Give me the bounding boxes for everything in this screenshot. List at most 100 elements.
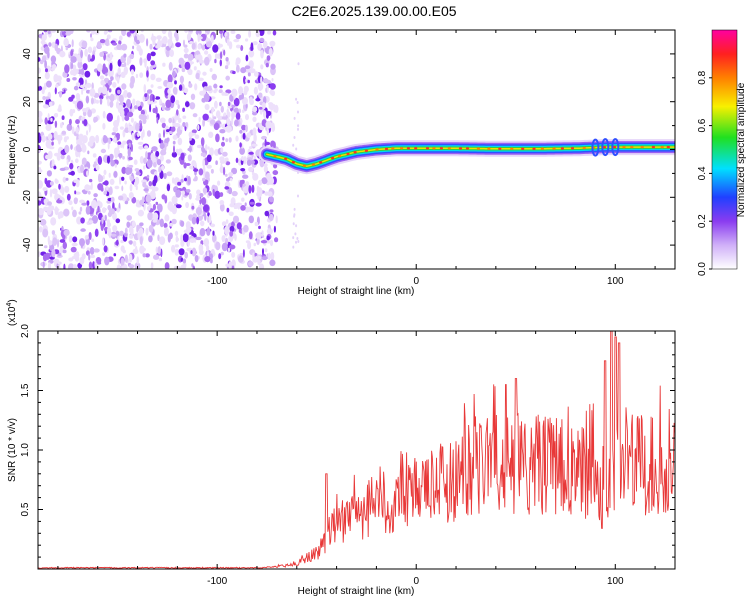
noise-speck xyxy=(171,244,176,253)
noise-speck xyxy=(155,150,160,157)
noise-speck xyxy=(174,80,177,85)
trace-burst xyxy=(611,138,620,157)
noise-speck xyxy=(74,191,81,195)
noise-speck xyxy=(72,236,78,243)
noise-speck xyxy=(38,200,42,206)
noise-speck xyxy=(258,187,263,197)
noise-speck xyxy=(126,92,132,99)
noise-speck xyxy=(250,42,254,52)
noise-speck xyxy=(167,201,173,211)
noise-speck xyxy=(89,247,95,255)
noise-speck xyxy=(65,30,72,35)
noise-speck xyxy=(53,131,58,140)
noise-speck xyxy=(175,204,182,209)
noise-speck xyxy=(121,185,124,192)
noise-speck xyxy=(244,202,247,207)
noise-speck xyxy=(256,185,260,193)
noise-speck xyxy=(122,140,125,149)
noise-speck xyxy=(68,257,74,262)
noise-speck xyxy=(118,40,122,45)
noise-speck xyxy=(54,120,58,128)
noise-speck xyxy=(108,138,111,145)
noise-speck xyxy=(235,135,239,142)
noise-speck xyxy=(79,206,83,212)
noise-speck xyxy=(62,249,67,254)
noise-speck xyxy=(56,134,63,142)
noise-speck xyxy=(204,256,211,263)
noise-speck xyxy=(135,100,141,107)
noise-speck xyxy=(268,227,270,234)
noise-speck xyxy=(248,215,254,224)
noise-speck xyxy=(121,83,127,90)
noise-speck xyxy=(172,140,176,145)
noise-speck xyxy=(49,188,53,198)
noise-speck xyxy=(128,225,134,234)
noise-speck xyxy=(166,183,171,192)
noise-speck xyxy=(72,68,77,76)
noise-speck xyxy=(206,154,212,163)
noise-speck xyxy=(219,200,225,205)
noise-speck xyxy=(242,249,245,258)
noise-speck xyxy=(121,43,128,51)
noise-speck xyxy=(54,178,58,184)
noise-speck xyxy=(175,99,180,106)
noise-speck xyxy=(94,260,97,268)
noise-speck xyxy=(125,98,132,108)
noise-speck xyxy=(243,89,248,96)
noise-speck xyxy=(90,58,94,62)
noise-speck xyxy=(100,222,104,231)
noise-speck xyxy=(63,39,69,47)
noise-speck xyxy=(119,230,124,237)
noise-speck xyxy=(145,253,150,258)
noise-speck xyxy=(274,104,279,114)
noise-speck xyxy=(229,203,235,208)
noise-speck xyxy=(112,212,117,221)
noise-speck xyxy=(59,167,66,171)
noise-speck xyxy=(270,88,273,96)
noise-speck xyxy=(71,39,74,48)
noise-speck xyxy=(297,240,300,243)
colorbar-tick-label: 0.2 xyxy=(697,214,708,228)
noise-speck xyxy=(158,166,162,173)
noise-speck xyxy=(148,181,153,187)
noise-speck xyxy=(51,159,55,167)
noise-speck xyxy=(51,249,56,258)
noise-speck xyxy=(90,97,94,105)
noise-speck xyxy=(105,72,108,77)
noise-speck xyxy=(192,265,195,269)
noise-speck xyxy=(214,100,218,109)
noise-speck xyxy=(187,53,194,61)
noise-speck xyxy=(201,197,207,206)
noise-speck xyxy=(124,254,128,263)
noise-speck xyxy=(180,220,185,227)
noise-speck xyxy=(102,110,106,119)
noise-speck xyxy=(95,164,100,171)
noise-speck xyxy=(209,119,216,125)
trace-peak xyxy=(273,155,277,158)
noise-speck xyxy=(185,201,190,209)
noise-speck xyxy=(225,138,229,143)
noise-speck xyxy=(222,151,228,157)
noise-speck xyxy=(109,100,114,108)
noise-speck xyxy=(124,115,130,121)
noise-speck xyxy=(98,175,104,183)
noise-speck xyxy=(237,255,244,263)
noise-speck xyxy=(193,168,199,172)
noise-speck xyxy=(63,229,70,236)
noise-speck xyxy=(146,89,153,94)
noise-speck xyxy=(203,93,210,102)
noise-speck xyxy=(107,98,110,107)
noise-speck xyxy=(134,168,140,172)
noise-speck xyxy=(138,145,144,150)
trace-peak xyxy=(660,145,664,149)
noise-speck xyxy=(238,86,244,96)
noise-speck xyxy=(87,190,91,195)
trace-peak xyxy=(465,147,470,150)
noise-speck xyxy=(108,189,113,195)
noise-speck xyxy=(101,237,105,246)
noise-speck xyxy=(138,48,143,56)
noise-speck xyxy=(76,138,83,147)
noise-speck xyxy=(42,228,49,238)
noise-speck xyxy=(41,135,46,143)
trace-peak xyxy=(384,147,389,151)
